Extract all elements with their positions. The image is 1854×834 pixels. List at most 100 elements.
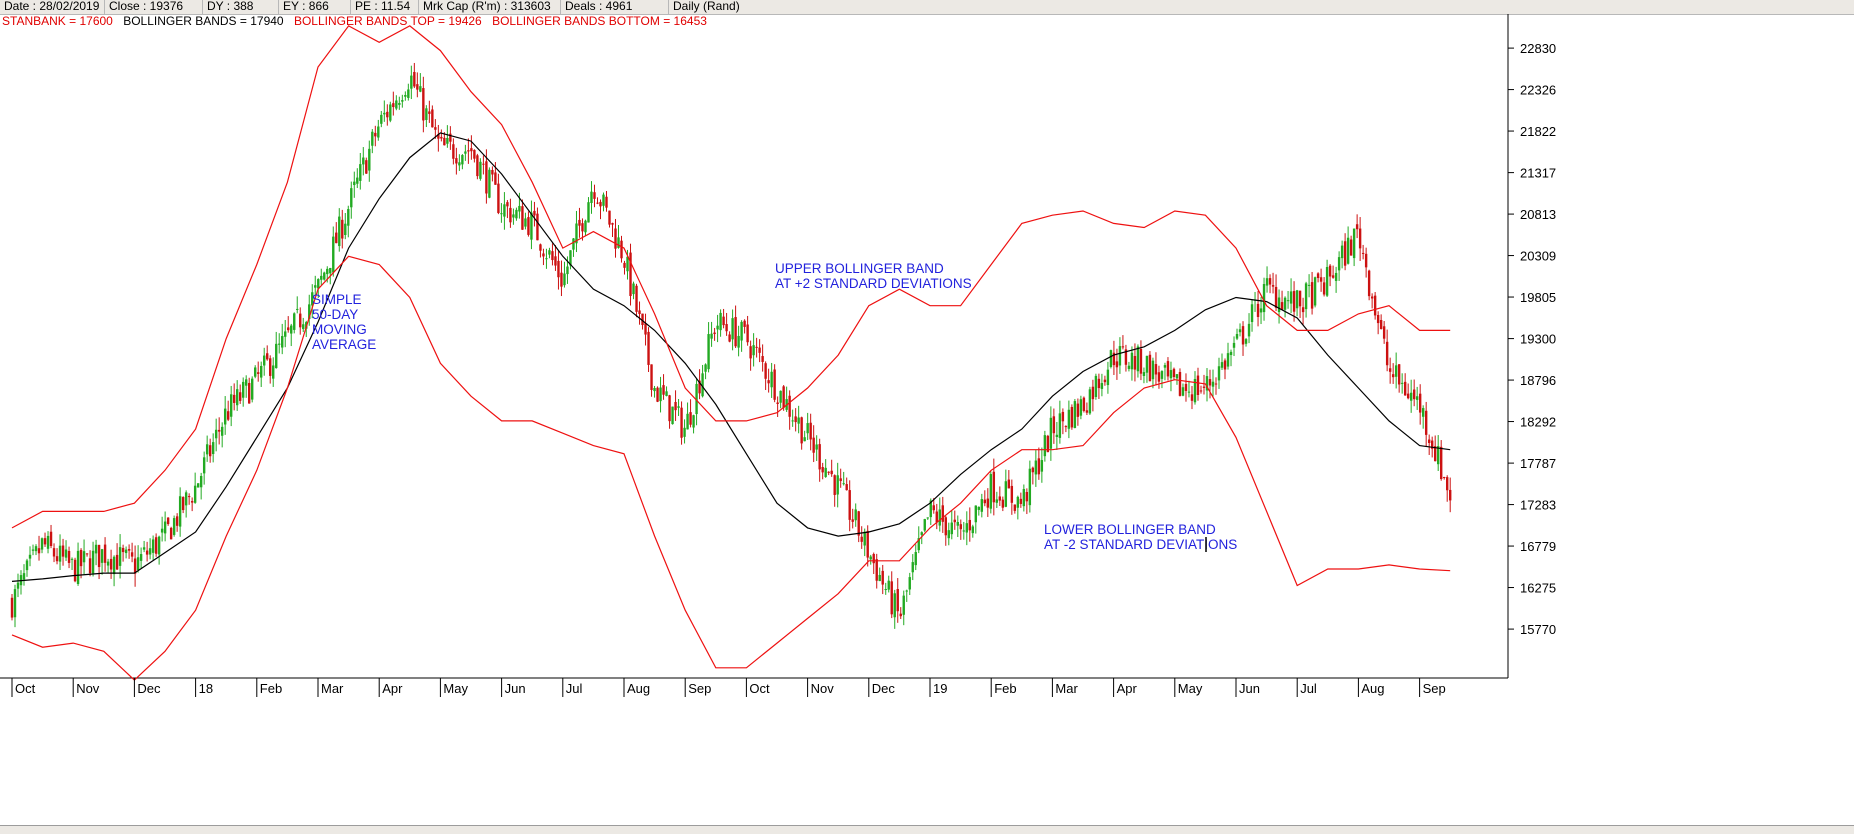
candle-body-down <box>226 411 230 420</box>
candle-body-up <box>704 364 707 372</box>
candle-body-up <box>425 108 428 120</box>
candle-body-up <box>1211 381 1215 387</box>
candle-body-up <box>512 214 515 218</box>
candle-body-up <box>524 218 527 227</box>
candle-body-down <box>85 553 89 555</box>
candle-body-down <box>455 158 458 164</box>
candle-body-down <box>187 496 191 498</box>
candle-body-down <box>638 310 641 314</box>
candle-body-down <box>1190 394 1194 401</box>
candle-body-down <box>1202 386 1206 388</box>
candle-body-up <box>1304 283 1308 310</box>
candle-body-down <box>269 358 272 376</box>
candle-body-down <box>1052 416 1056 434</box>
candle-body-up <box>398 102 401 105</box>
y-tick-label: 22830 <box>1520 41 1556 56</box>
candle-body-up <box>1127 365 1131 369</box>
candle-body-down <box>1097 378 1101 389</box>
candle-body-up <box>869 556 872 560</box>
candle-body-down <box>554 256 557 266</box>
candle-body-up <box>995 499 999 503</box>
candle-body-down <box>662 385 665 395</box>
candle-body-up <box>902 595 905 615</box>
market-cap-field: Mrk Cap (R'm) : 313603 <box>418 0 551 14</box>
candle-body-up <box>956 521 959 526</box>
candle-body-up <box>1004 481 1008 507</box>
candle-body-down <box>620 240 623 259</box>
candle-body-up <box>34 546 38 552</box>
candle-body-up <box>563 273 566 286</box>
candle-body-down <box>560 272 563 287</box>
candle-body-up <box>172 518 176 535</box>
candle-body-up <box>40 538 44 550</box>
candle-body-down <box>181 497 185 511</box>
candle-body-down <box>539 244 542 251</box>
candle-body-down <box>890 581 893 615</box>
candle-body-up <box>842 483 845 485</box>
candle-body-down <box>1241 326 1245 345</box>
candle-body-down <box>365 160 368 174</box>
x-tick-label: Jul <box>1300 681 1317 696</box>
sma-50-line <box>11 132 1451 582</box>
candle-body-down <box>127 549 131 551</box>
candle-body-down <box>1076 403 1080 417</box>
pe-field: PE : 11.54 <box>350 0 410 14</box>
x-tick-label: 18 <box>199 681 213 696</box>
candle-body-up <box>1088 389 1092 414</box>
candle-body-down <box>1370 296 1374 299</box>
candle-body-down <box>674 401 677 411</box>
candle-body-up <box>142 547 146 550</box>
candle-body-down <box>49 531 53 546</box>
candle-body-up <box>1232 342 1236 348</box>
candle-body-up <box>1238 329 1242 333</box>
candle-body-up <box>926 517 929 519</box>
candle-body-up <box>1229 351 1233 356</box>
candle-body-down <box>605 196 608 208</box>
candle-body-down <box>208 445 212 457</box>
x-tick-label: Aug <box>627 681 650 696</box>
candle-body-down <box>935 511 938 523</box>
candle-body-down <box>386 111 389 118</box>
candle-body-down <box>1031 467 1035 473</box>
x-tick-label: May <box>443 681 468 696</box>
candle-body-up <box>653 387 656 392</box>
y-tick-label: 21317 <box>1520 166 1556 181</box>
candle-body-up <box>887 580 890 590</box>
candle-body-down <box>848 490 851 520</box>
candle-body-down <box>1343 241 1347 266</box>
candle-body-up <box>1109 350 1113 368</box>
x-tick-label: Nov <box>76 681 100 696</box>
candle-body-down <box>97 544 101 568</box>
candle-body-down <box>1328 265 1332 277</box>
candle-body-up <box>263 355 266 366</box>
y-tick-label: 19300 <box>1520 332 1556 347</box>
candle-body-up <box>308 304 311 320</box>
candle-body-down <box>623 262 626 268</box>
candle-body-down <box>578 219 581 226</box>
candle-body-up <box>407 89 410 98</box>
candle-body-down <box>644 323 647 335</box>
candle-body-up <box>293 313 296 330</box>
candle-body-up <box>329 267 332 274</box>
candle-body-down <box>1157 372 1161 382</box>
candle-body-down <box>1214 383 1218 385</box>
candle-body-up <box>965 523 968 533</box>
candle-body-down <box>1316 273 1320 279</box>
candle-body-up <box>1055 434 1059 437</box>
candle-body-up <box>220 426 224 436</box>
candle-body-down <box>629 252 632 297</box>
candle-body-up <box>22 573 26 580</box>
x-tick-label: 19 <box>933 681 947 696</box>
candle-body-down <box>1025 491 1029 502</box>
candle-body-down <box>968 519 971 531</box>
candle-body-up <box>229 394 233 417</box>
candle-body-up <box>731 318 734 340</box>
candle-body-down <box>470 148 473 152</box>
candle-body-up <box>91 550 95 574</box>
candle-body-up <box>677 406 680 408</box>
candle-body-up <box>223 408 227 425</box>
candle-body-up <box>193 485 197 503</box>
candle-body-up <box>1295 290 1299 309</box>
candle-body-up <box>275 343 278 369</box>
candle-body-up <box>893 593 896 618</box>
